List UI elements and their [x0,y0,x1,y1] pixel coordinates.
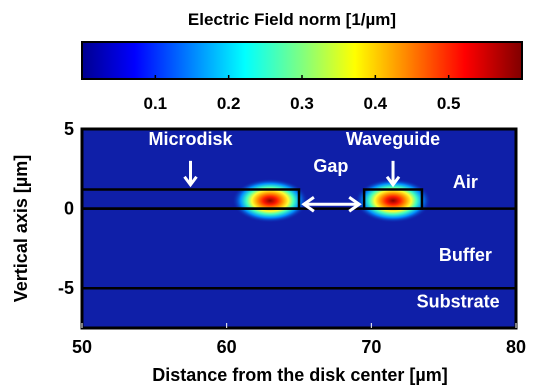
plot-frame [80,127,518,330]
x-tick-label: 70 [361,337,381,357]
y-tick-label: 0 [64,199,74,219]
colorbar [81,41,523,80]
x-axis-label: Distance from the disk center [µm] [152,365,447,385]
down-arrow-head [183,175,198,188]
gap-arrow-right-head [348,195,362,213]
down-arrow-head [385,175,401,188]
gap-arrow-left-head [301,195,315,213]
annotation-buffer: Buffer [439,245,492,265]
x-tick-label: 50 [72,337,92,357]
colorbar-ticks: 0.1 0.2 0.3 0.4 0.5 [144,75,461,113]
annotation-waveguide: Waveguide [346,129,440,149]
annotation-gap: Gap [313,156,348,176]
annotation-microdisk: Microdisk [148,129,233,149]
annotation-substrate: Substrate [417,291,500,311]
annotation-air: Air [453,172,478,192]
y-tick-label: -5 [58,278,74,298]
y-tick-label: 5 [64,119,74,139]
colorbar-tick-label: 0.5 [437,94,461,113]
annotations: Microdisk Waveguide Gap Air Buffer Substrate [148,129,499,311]
y-axis-ticks: 5 0 -5 [58,119,74,298]
colorbar-tick-label: 0.2 [217,94,241,113]
waveguide-outline [362,188,424,210]
colorbar-tick-label: 0.1 [144,94,168,113]
y-axis-label: Vertical axis [µm] [11,155,31,302]
colorbar-tick-label: 0.3 [290,94,314,113]
field-peak [232,178,309,223]
x-axis-ticks: 50 60 70 80 [72,323,526,357]
field-background [82,129,516,328]
x-tick-label: 60 [217,337,237,357]
colorbar-tick-label: 0.4 [364,94,388,113]
colorbar-title: Electric Field norm [1/µm] [188,10,396,29]
x-tick-label: 80 [506,337,526,357]
